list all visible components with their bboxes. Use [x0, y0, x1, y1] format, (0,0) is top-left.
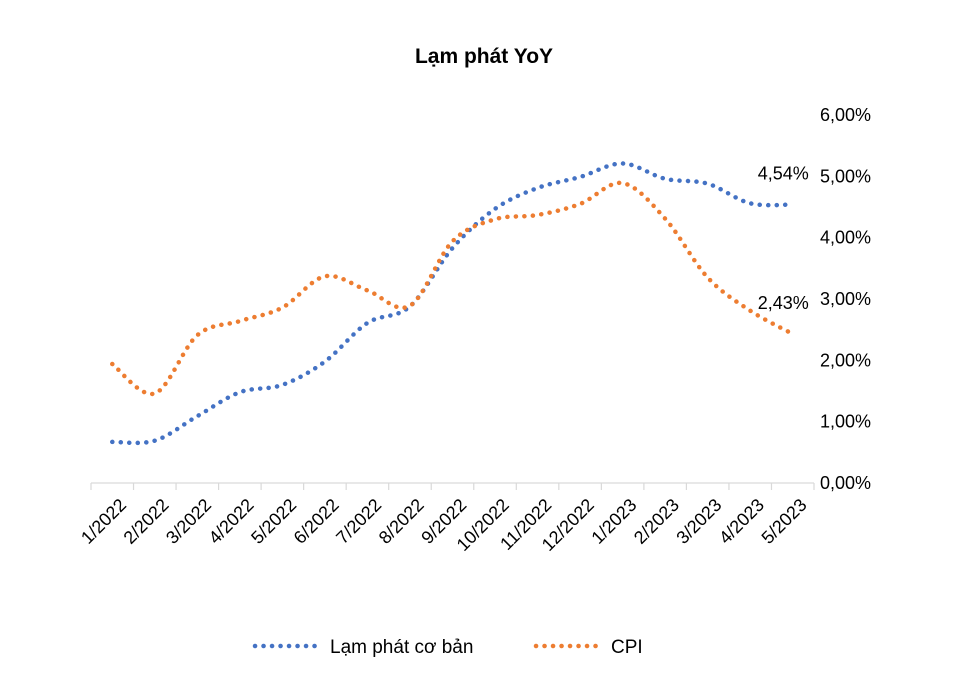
legend-label: CPI — [611, 637, 643, 658]
x-tick-label: 2/2023 — [630, 495, 683, 548]
y-tick-label: 3,00% — [820, 289, 871, 309]
x-tick-label: 3/2022 — [162, 495, 215, 548]
x-tick-label: 7/2022 — [332, 495, 385, 548]
chart-title: Lạm phát YoY — [415, 45, 553, 68]
plot-area: 1/20222/20223/20224/20225/20226/20227/20… — [77, 105, 871, 555]
end-data-label: 2,43% — [758, 293, 809, 313]
x-tick-label: 1/2023 — [587, 495, 640, 548]
x-tick-label: 4/2023 — [715, 495, 768, 548]
series-line-core-inflation — [110, 161, 795, 446]
legend: Lạm phát cơ bản CPI — [252, 637, 643, 658]
x-tick-label: 3/2023 — [672, 495, 725, 548]
y-tick-label: 2,00% — [820, 350, 871, 370]
series-line-cpi — [110, 180, 795, 397]
end-data-label: 4,54% — [758, 164, 809, 184]
x-tick-label: 4/2022 — [205, 495, 258, 548]
y-tick-label: 4,00% — [820, 228, 871, 248]
x-tick-label: 5/2023 — [758, 495, 811, 548]
x-tick-label: 2/2022 — [120, 495, 173, 548]
y-tick-label: 1,00% — [820, 412, 871, 432]
x-tick-label: 6/2022 — [290, 495, 343, 548]
y-tick-label: 5,00% — [820, 166, 871, 186]
y-tick-label: 6,00% — [820, 105, 871, 125]
y-tick-label: 0,00% — [820, 473, 871, 493]
x-tick-label: 8/2022 — [375, 495, 428, 548]
x-tick-label: 1/2022 — [77, 495, 130, 548]
x-tick-label: 5/2022 — [247, 495, 300, 548]
legend-label: Lạm phát cơ bản — [330, 637, 473, 658]
